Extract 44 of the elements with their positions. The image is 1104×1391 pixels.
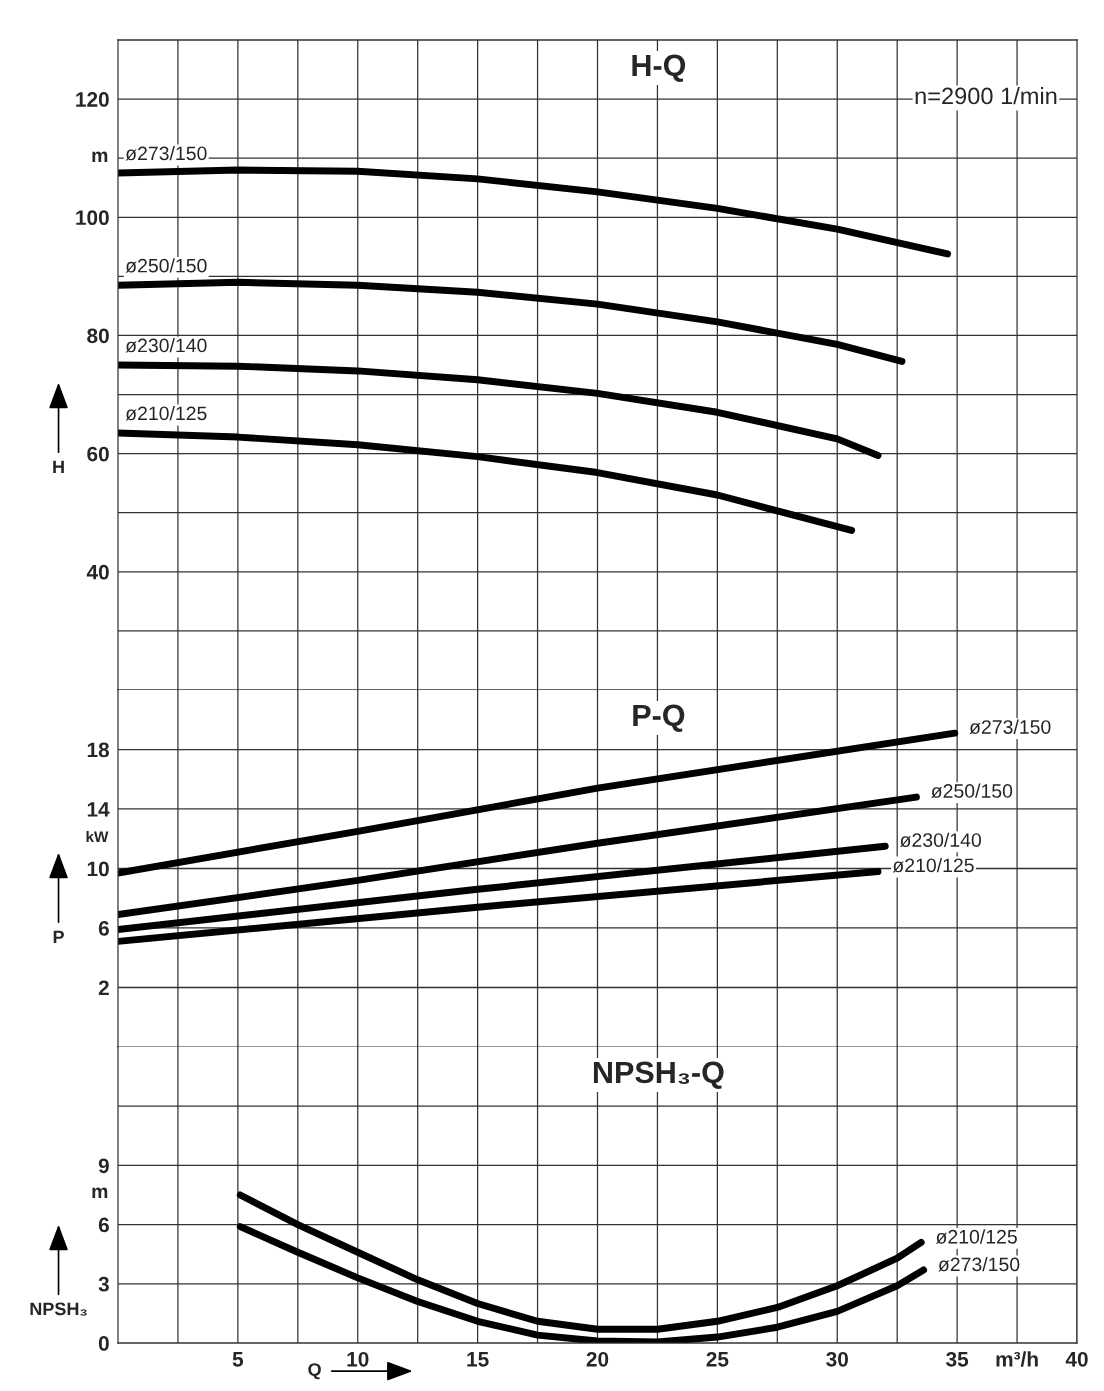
y-tick-label: 3 bbox=[98, 1276, 109, 1292]
x-tick-label: m³/h bbox=[996, 1351, 1038, 1367]
x-tick-label: 40 bbox=[1065, 1351, 1088, 1367]
text: kW bbox=[86, 830, 109, 842]
y-tick-label: 6 bbox=[98, 921, 109, 936]
x-tick-label: 35 bbox=[946, 1351, 969, 1367]
y-tick-label: 0 bbox=[98, 1336, 109, 1351]
chart-title: P-Q bbox=[633, 704, 685, 732]
y-tick-label: 60 bbox=[87, 446, 109, 462]
text: m bbox=[92, 1187, 108, 1199]
annotation: n=2900 1/min bbox=[915, 87, 1057, 105]
series-label: ø273/150 bbox=[125, 145, 207, 161]
series-label: ø230/140 bbox=[125, 338, 207, 353]
text: m bbox=[92, 151, 108, 163]
x-tick-label: 30 bbox=[826, 1351, 848, 1367]
y-tick-label: 100 bbox=[76, 210, 109, 226]
x-tick-label: 15 bbox=[467, 1352, 489, 1367]
series-label: ø250/150 bbox=[125, 258, 207, 273]
chart-title: NPSH₃-Q bbox=[593, 1061, 724, 1089]
y-axis-title: NPSH₃ bbox=[30, 1302, 87, 1316]
x-tick-label: 25 bbox=[706, 1351, 729, 1367]
series-label: ø210/125 bbox=[892, 857, 974, 873]
series-label: ø230/140 bbox=[900, 832, 981, 848]
x-tick-label: 20 bbox=[586, 1351, 609, 1367]
y-tick-label: 14 bbox=[87, 802, 110, 817]
x-tick-label: 5 bbox=[232, 1352, 244, 1367]
y-tick-label: 18 bbox=[87, 742, 110, 758]
y-tick-label: 80 bbox=[87, 328, 109, 344]
y-tick-label: 2 bbox=[98, 980, 109, 996]
y-axis-title: P bbox=[53, 930, 64, 944]
series-label: ø273/150 bbox=[938, 1256, 1020, 1272]
y-tick-label: 9 bbox=[98, 1158, 109, 1174]
series-label: ø250/150 bbox=[931, 783, 1013, 799]
chart-title: H-Q bbox=[632, 54, 686, 82]
y-tick-label: 6 bbox=[98, 1217, 109, 1233]
x-axis-title: Q bbox=[308, 1363, 321, 1380]
series-label: ø210/125 bbox=[935, 1229, 1017, 1244]
y-tick-label: 120 bbox=[76, 92, 109, 107]
y-tick-label: 40 bbox=[86, 564, 109, 580]
y-axis-title: H bbox=[53, 460, 64, 474]
series-label: ø210/125 bbox=[125, 405, 207, 421]
y-tick-label: 10 bbox=[87, 861, 109, 877]
x-tick-label: 10 bbox=[347, 1351, 369, 1367]
series-label: ø273/150 bbox=[969, 719, 1051, 735]
